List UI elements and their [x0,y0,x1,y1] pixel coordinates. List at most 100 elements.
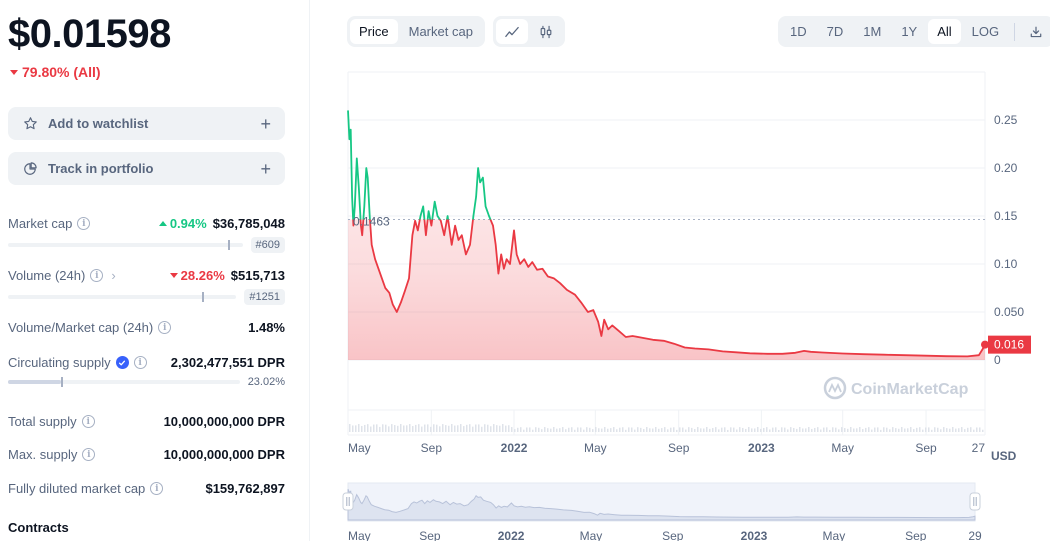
volume-bar [577,427,579,432]
volume-bar [736,429,738,432]
range-navigator[interactable]: May Sep 2022 May Sep 2023 May Sep 29 [342,482,982,541]
price-tab[interactable]: Price [350,19,398,44]
volume-bar [403,425,405,432]
y-tick-label: 0.20 [994,161,1018,175]
volume-bar [895,428,897,432]
log-scale-toggle[interactable]: LOG [971,24,1000,39]
volume-bar [700,428,702,432]
vol-mcap-label: Volume/Market cap (24h) [8,320,154,335]
x-tick-label: Sep [915,441,937,455]
volume-bar [562,427,564,432]
volume-bar [832,427,834,432]
volume-bar [610,428,612,432]
price-chart[interactable]: 0.1463 0 0.050 0.10 0.15 0.20 0.25 May Sep 2022… [311,0,1050,541]
volume-bar [778,429,780,432]
progress-marker [61,377,64,387]
x-tick-label: Sep [421,441,443,455]
price-change-value: 79.80% (All) [22,64,101,80]
range-all[interactable]: All [928,19,961,44]
market-cap-label: Market cap [8,216,73,231]
coinmarketcap-logo-icon [823,376,847,400]
line-chart-icon[interactable] [496,19,528,44]
volume-bar [574,429,576,432]
volume-bar [508,425,510,432]
track-in-portfolio-button[interactable]: Track in portfolio + [8,152,285,185]
navigator-tick-label: May [823,529,846,541]
volume-bar [652,428,654,432]
volume-bar [658,428,660,432]
volume-bar [550,428,552,432]
y-tick-label: 0.25 [994,113,1018,127]
volume-bar [814,427,816,432]
volume-bar [805,428,807,432]
volume-bar [841,427,843,432]
coin-stats-panel: $0.01598 79.80% (All) Add to watchlist +… [0,0,310,541]
volume-bar [391,424,393,432]
plus-icon: + [260,158,271,179]
range-1y[interactable]: 1Y [901,24,918,39]
volume-bar [580,427,582,432]
volume-bar [817,427,819,432]
volume-bar [706,427,708,432]
volume-bar [517,427,519,432]
volume-bar [679,427,681,432]
info-icon[interactable]: i [81,415,95,428]
range-1d[interactable]: 1D [790,24,807,39]
volume-bar [664,427,666,432]
info-icon[interactable]: i [133,356,147,369]
volume-bar [826,427,828,432]
volume-bar [541,429,543,432]
total-supply-value: 10,000,000,000 DPR [163,414,285,429]
market-cap-tab[interactable]: Market cap [408,24,473,39]
volume-bar [874,427,876,432]
download-icon[interactable] [1021,19,1050,44]
info-icon[interactable]: i [158,321,172,334]
plus-icon: + [260,113,271,134]
volume-bar [691,427,693,432]
volume-bar [628,427,630,432]
volume-bar [973,429,975,432]
volume-bar [442,424,444,432]
candlestick-icon[interactable] [530,19,562,44]
volume-bar [640,427,642,432]
volume-bar [694,429,696,432]
volume-bar [622,427,624,432]
add-to-watchlist-button[interactable]: Add to watchlist + [8,107,285,140]
navigator-tick-label: 2023 [741,529,768,541]
info-icon[interactable]: i [150,482,164,495]
volume-market-cap-stat: Volume/Market cap (24h) i 1.48% [8,320,285,335]
price-line-below [352,219,986,358]
navigator-handle-right[interactable] [969,492,981,511]
volume-bar [412,426,414,432]
info-icon[interactable]: i [82,448,96,461]
handle-body [969,492,981,511]
range-7d[interactable]: 7D [826,24,844,39]
volume-bar [451,424,453,432]
info-icon[interactable]: i [77,217,91,230]
info-icon[interactable]: i [90,269,104,282]
volume-bars [349,424,984,432]
volume-rank: #1251 [244,289,285,305]
rank-marker [202,292,205,302]
range-1m[interactable]: 1M [863,24,882,39]
volume-bar [499,425,501,432]
volume-change-value: 28.26% [180,268,225,283]
navigator-tick-label: 29 [968,529,982,541]
volume-bar [961,427,963,432]
navigator-handle-left[interactable] [342,492,354,511]
volume-bar [619,427,621,432]
fdmc-label: Fully diluted market cap [8,481,146,496]
volume-bar [475,424,477,432]
volume-bar [934,427,936,432]
volume-bar [568,427,570,432]
volume-bar [463,426,465,432]
chevron-right-icon[interactable]: › [111,268,116,283]
volume-bar [601,428,603,432]
volume-bar [514,429,516,432]
volume-bar [910,427,912,432]
market-cap-rank-bar [8,240,243,250]
volume-bar [823,427,825,432]
total-supply-stat: Total supply i 10,000,000,000 DPR [8,414,285,429]
x-tick-label: Sep [668,441,690,455]
volume-bar [409,424,411,432]
